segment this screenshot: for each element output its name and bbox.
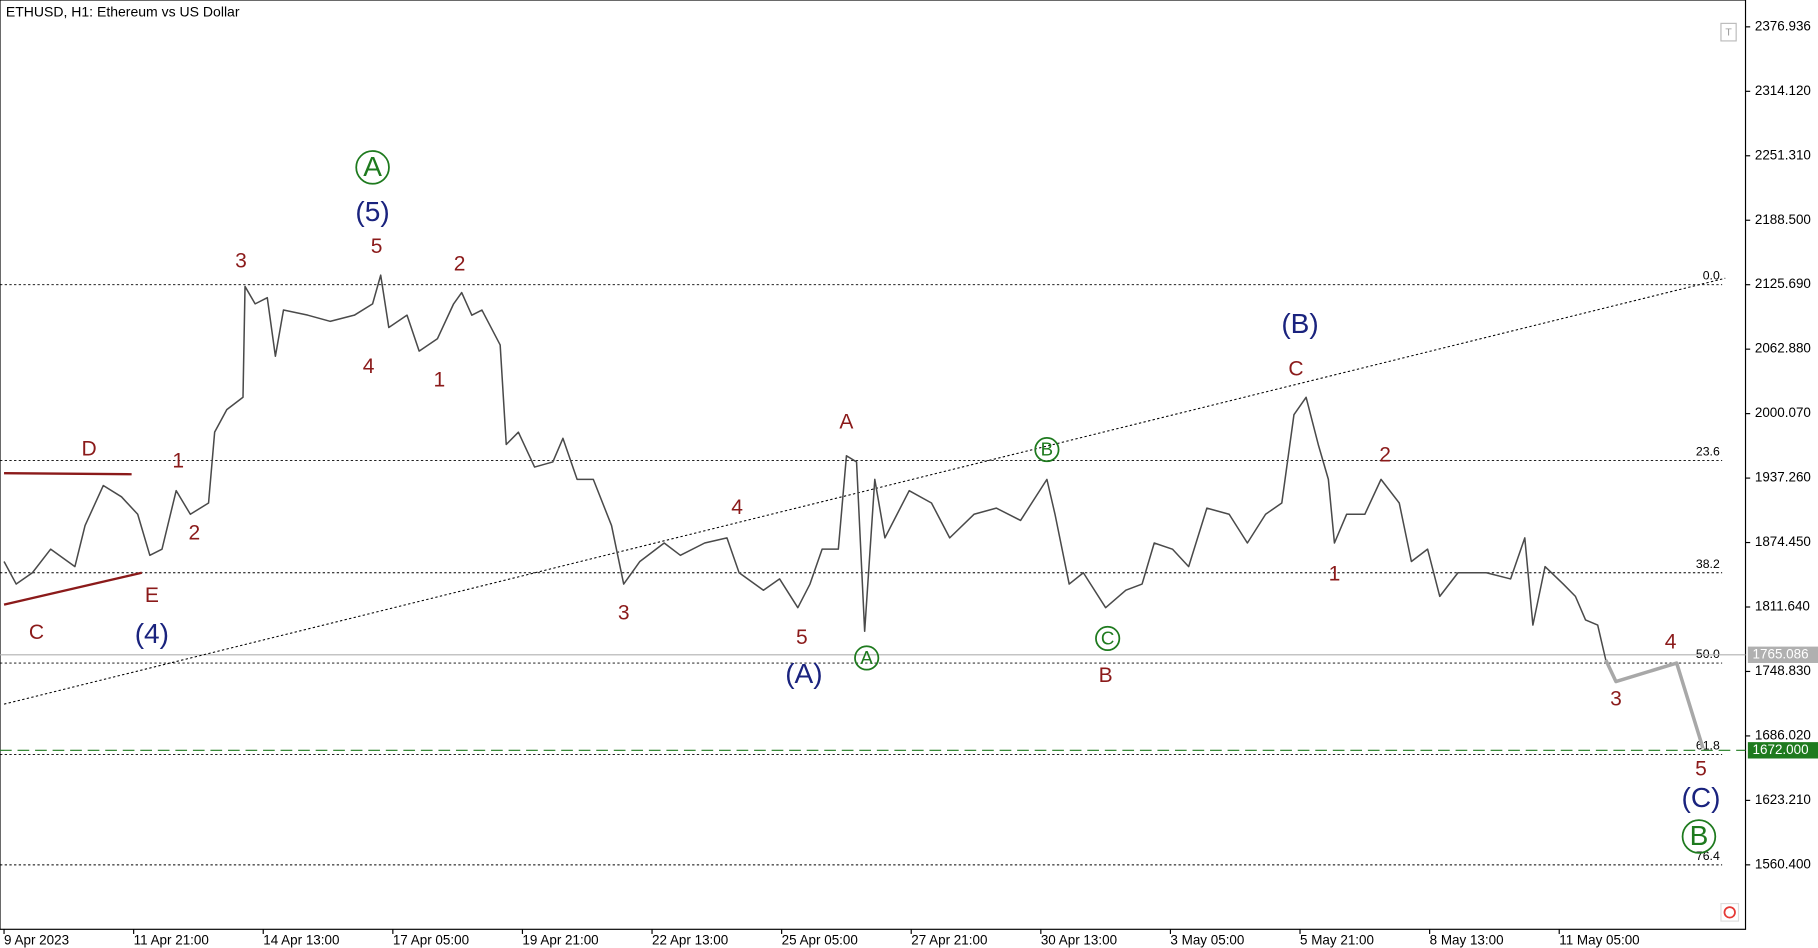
wave-label: 5 <box>796 626 808 649</box>
fib-label: 50.0 <box>1696 647 1720 661</box>
y-tick-label: 2062.880 <box>1755 341 1811 356</box>
wave-label: (4) <box>135 618 169 649</box>
wave-label: A <box>363 151 382 182</box>
y-tick-label: 2376.936 <box>1755 18 1811 33</box>
wave-circle <box>1034 437 1060 463</box>
wave-label: C <box>1101 628 1115 649</box>
x-tick-label: 14 Apr 13:00 <box>263 933 339 948</box>
wave-label: 5 <box>371 235 383 258</box>
wave-label: 5 <box>1695 758 1707 781</box>
wave-label: 4 <box>1665 630 1677 653</box>
wave-label: 2 <box>189 521 201 544</box>
x-tick-label: 11 Apr 21:00 <box>134 933 209 948</box>
wave-label: 4 <box>731 496 743 519</box>
price-line-series <box>3 274 1607 661</box>
wave-label: E <box>145 584 159 607</box>
trend-line <box>3 571 143 606</box>
y-tick-label: 2188.500 <box>1755 212 1811 227</box>
toolbar-icon[interactable] <box>1720 22 1737 42</box>
wave-label: 1 <box>434 369 446 392</box>
y-tick-label: 2251.310 <box>1755 147 1811 162</box>
fib-label: 0.0 <box>1703 269 1720 283</box>
price-tag <box>1747 742 1818 759</box>
y-tick-label: 1623.210 <box>1755 792 1811 807</box>
wave-label: 3 <box>618 602 630 625</box>
wave-label: 1 <box>172 450 184 473</box>
wave-label: 2 <box>1379 443 1391 466</box>
wave-label: B <box>1041 439 1053 460</box>
y-tick-label: 1874.450 <box>1755 534 1811 549</box>
x-tick-label: 25 Apr 05:00 <box>782 933 858 948</box>
wave-label: 3 <box>235 250 247 273</box>
y-tick-label: 2000.070 <box>1755 405 1811 420</box>
wave-label: C <box>1288 357 1303 380</box>
x-tick-label: 22 Apr 13:00 <box>652 933 728 948</box>
x-tick-label: 5 May 21:00 <box>1300 933 1374 948</box>
wave-label: 2 <box>454 253 466 276</box>
wave-label: (C) <box>1681 782 1720 813</box>
wave-label: 3 <box>1610 688 1622 711</box>
wave-label: C <box>29 621 44 644</box>
fib-label: 38.2 <box>1696 557 1720 571</box>
y-tick-label: 1560.400 <box>1755 856 1811 871</box>
wave-label: (A) <box>785 658 822 689</box>
y-tick-label: 2125.690 <box>1755 276 1811 291</box>
x-tick-label: 11 May 05:00 <box>1559 933 1639 948</box>
wave-circle <box>355 150 390 185</box>
y-tick-label: 1748.830 <box>1755 663 1811 678</box>
wave-label: (B) <box>1281 308 1318 339</box>
x-tick-label: 9 Apr 2023 <box>4 933 69 948</box>
trend-line <box>3 277 1726 705</box>
y-tick-label: 1937.260 <box>1755 470 1811 485</box>
plot-frame <box>0 0 1747 930</box>
wave-label: 1 <box>1329 563 1341 586</box>
close-icon[interactable] <box>1720 902 1740 922</box>
close-icon-glyph <box>1723 906 1736 919</box>
price-tag-label: 1672.000 <box>1753 742 1809 757</box>
wave-label: B <box>1099 664 1113 687</box>
price-tag <box>1747 646 1818 663</box>
price-line-series <box>1604 659 1705 749</box>
fib-label: 23.6 <box>1696 445 1720 459</box>
trend-line <box>4 472 132 476</box>
y-tick-label: 1811.640 <box>1755 599 1810 614</box>
x-tick-label: 19 Apr 21:00 <box>522 933 598 948</box>
y-tick-label: 2314.120 <box>1755 83 1811 98</box>
price-tag-label: 1765.086 <box>1753 646 1809 661</box>
wave-label: A <box>839 411 853 434</box>
wave-label: B <box>1690 820 1709 851</box>
x-tick-label: 17 Apr 05:00 <box>393 933 469 948</box>
x-tick-label: 27 Apr 21:00 <box>911 933 987 948</box>
y-tick-label: 1686.020 <box>1755 727 1811 742</box>
wave-label: 4 <box>363 355 375 378</box>
wave-circle <box>1095 625 1121 652</box>
wave-circle <box>854 645 880 671</box>
toolbar-icon-glyph: T <box>1725 27 1732 39</box>
wave-label: A <box>860 647 873 668</box>
x-tick-label: 3 May 05:00 <box>1170 933 1244 948</box>
x-tick-label: 30 Apr 13:00 <box>1041 933 1117 948</box>
chart-title: ETHUSD, H1: Ethereum vs US Dollar <box>6 4 240 20</box>
x-tick-label: 8 May 13:00 <box>1430 933 1504 948</box>
wave-label: D <box>81 437 96 460</box>
wave-label: (5) <box>355 196 389 227</box>
wave-circle <box>1681 819 1717 854</box>
